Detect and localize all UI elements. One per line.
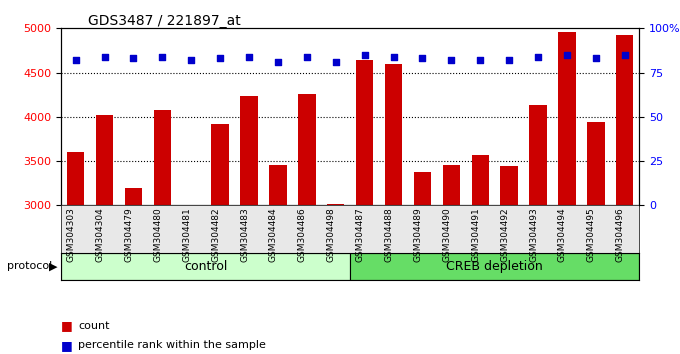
- FancyBboxPatch shape: [61, 253, 350, 280]
- Bar: [443, 166, 460, 205]
- Text: GSM304488: GSM304488: [385, 207, 394, 262]
- Bar: [500, 166, 517, 205]
- Text: GSM304492: GSM304492: [500, 207, 509, 262]
- Text: GSM304303: GSM304303: [67, 207, 75, 262]
- Point: [330, 59, 341, 65]
- Bar: [154, 110, 171, 205]
- Bar: [385, 64, 402, 205]
- Text: GSM304489: GSM304489: [413, 207, 422, 262]
- Text: ■: ■: [61, 339, 73, 352]
- Text: GSM304496: GSM304496: [616, 207, 625, 262]
- Point: [157, 54, 168, 59]
- Text: GSM304304: GSM304304: [96, 207, 105, 262]
- Point: [128, 56, 139, 61]
- Text: control: control: [184, 260, 227, 273]
- Point: [359, 52, 370, 58]
- Text: ▶: ▶: [49, 261, 57, 271]
- Text: GSM304494: GSM304494: [558, 207, 567, 262]
- Point: [99, 54, 110, 59]
- Text: GSM304487: GSM304487: [356, 207, 364, 262]
- Text: GSM304493: GSM304493: [529, 207, 538, 262]
- Bar: [269, 165, 286, 205]
- Text: GSM304498: GSM304498: [327, 207, 336, 262]
- Text: GSM304482: GSM304482: [211, 207, 220, 262]
- Point: [215, 56, 226, 61]
- Point: [273, 59, 284, 65]
- Bar: [587, 122, 605, 205]
- Text: GSM304484: GSM304484: [269, 207, 278, 262]
- Point: [446, 57, 457, 63]
- Bar: [67, 152, 84, 205]
- Point: [619, 52, 630, 58]
- Bar: [96, 115, 113, 205]
- Bar: [616, 35, 633, 205]
- Text: protocol: protocol: [7, 261, 52, 271]
- FancyBboxPatch shape: [350, 253, 639, 280]
- Bar: [298, 94, 316, 205]
- Point: [504, 57, 515, 63]
- Text: CREB depletion: CREB depletion: [446, 260, 543, 273]
- Bar: [211, 124, 228, 205]
- Point: [243, 54, 254, 59]
- Point: [562, 52, 573, 58]
- Point: [186, 57, 197, 63]
- Text: percentile rank within the sample: percentile rank within the sample: [78, 340, 266, 350]
- Point: [532, 54, 543, 59]
- Bar: [241, 97, 258, 205]
- Text: GDS3487 / 221897_at: GDS3487 / 221897_at: [88, 14, 241, 28]
- Point: [388, 54, 399, 59]
- Point: [301, 54, 312, 59]
- Point: [417, 56, 428, 61]
- Point: [590, 56, 601, 61]
- Text: GSM304480: GSM304480: [154, 207, 163, 262]
- Text: GSM304491: GSM304491: [471, 207, 480, 262]
- Bar: [124, 188, 142, 205]
- Text: GSM304479: GSM304479: [124, 207, 133, 262]
- Point: [70, 57, 81, 63]
- Text: count: count: [78, 321, 109, 331]
- Text: GSM304481: GSM304481: [182, 207, 191, 262]
- Point: [475, 57, 486, 63]
- Text: GSM304486: GSM304486: [298, 207, 307, 262]
- Text: GSM304483: GSM304483: [240, 207, 249, 262]
- Bar: [327, 204, 344, 205]
- Bar: [356, 60, 373, 205]
- Text: GSM304490: GSM304490: [443, 207, 452, 262]
- Bar: [529, 105, 547, 205]
- Text: ■: ■: [61, 319, 73, 332]
- Bar: [471, 155, 489, 205]
- Text: GSM304495: GSM304495: [587, 207, 596, 262]
- Bar: [413, 172, 431, 205]
- Bar: [558, 32, 575, 205]
